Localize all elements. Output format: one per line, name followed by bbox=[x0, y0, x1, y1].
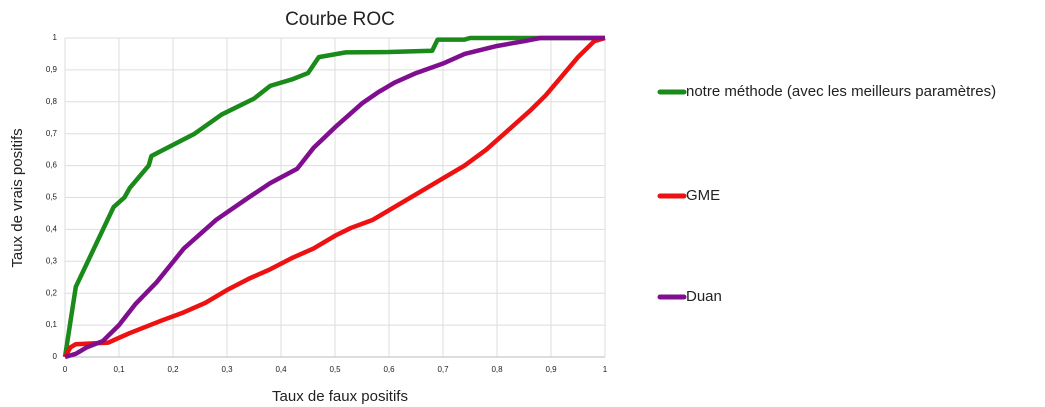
line-series bbox=[62, 35, 605, 358]
line-series bbox=[64, 35, 605, 360]
y-tick-label: 0,2 bbox=[46, 288, 58, 297]
x-tick-label: 0,3 bbox=[221, 365, 233, 374]
x-tick-label: 1 bbox=[603, 365, 608, 374]
chart-title: Courbe ROC bbox=[285, 9, 395, 30]
y-tick-label: 0,4 bbox=[46, 225, 58, 234]
x-tick-label: 0,9 bbox=[545, 365, 557, 374]
y-tick-label: 0,6 bbox=[46, 161, 58, 170]
line-series bbox=[63, 35, 606, 359]
legend-label: GME bbox=[686, 187, 720, 204]
y-tick-label: 0,5 bbox=[46, 193, 58, 202]
legend-label: notre méthode (avec les meilleurs paramè… bbox=[686, 83, 996, 100]
x-axis-label: Taux de faux positifs bbox=[272, 388, 408, 405]
y-tick-label: 0,1 bbox=[46, 320, 58, 329]
x-tick-label: 0,1 bbox=[113, 365, 125, 374]
x-tick-label: 0,5 bbox=[329, 365, 341, 374]
x-tick-label: 0,7 bbox=[437, 365, 449, 374]
x-tick-label: 0,4 bbox=[275, 365, 287, 374]
x-tick-label: 0,6 bbox=[383, 365, 395, 374]
y-tick-label: 0 bbox=[53, 352, 58, 361]
x-tick-label: 0 bbox=[63, 365, 68, 374]
y-tick-label: 1 bbox=[53, 33, 58, 42]
y-tick-label: 0,3 bbox=[46, 256, 58, 265]
legend-label: Duan bbox=[686, 288, 722, 305]
x-tick-label: 0,8 bbox=[491, 365, 503, 374]
y-tick-label: 0,9 bbox=[46, 65, 58, 74]
y-axis-label: Taux de vrais positifs bbox=[9, 128, 26, 267]
y-tick-label: 0,8 bbox=[46, 97, 58, 106]
x-tick-label: 0,2 bbox=[167, 365, 179, 374]
y-tick-label: 0,7 bbox=[46, 129, 58, 138]
